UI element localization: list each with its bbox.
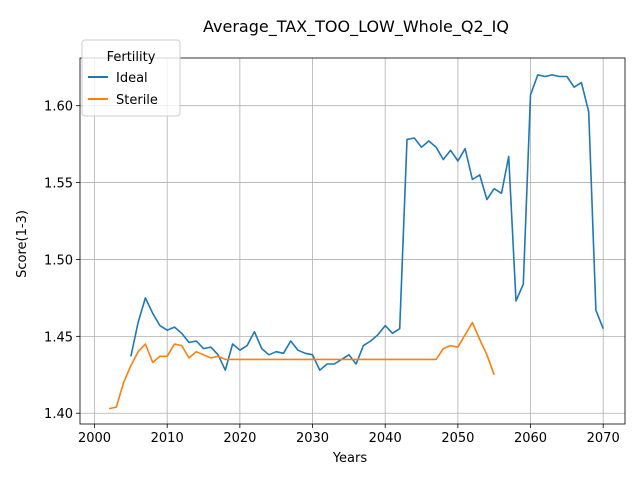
legend-box [81, 39, 181, 117]
series-line-ideal [130, 74, 604, 372]
y-axis-label: Score(1-3) [15, 210, 30, 278]
x-tick-label: 2050 [441, 431, 474, 446]
y-tick-label: 1.55 [44, 177, 73, 192]
x-tick-label: 2030 [296, 431, 329, 446]
series-line-sterile [108, 321, 495, 410]
x-axis: 2000 2010 2020 2030 2040 2050 2060 2070 [78, 424, 620, 446]
y-tick-label: 1.40 [44, 407, 73, 422]
legend: Fertility Ideal Sterile [81, 39, 181, 117]
x-tick-label: 2010 [151, 431, 184, 446]
y-axis: 1.40 1.45 1.50 1.55 1.60 [44, 100, 80, 422]
grid-lines [80, 58, 625, 424]
x-tick-label: 2060 [514, 431, 547, 446]
legend-title: Fertility [107, 50, 156, 65]
x-axis-label: Years [332, 451, 368, 466]
y-tick-label: 1.45 [44, 330, 73, 345]
y-tick-label: 1.50 [44, 253, 73, 268]
x-tick-label: 2000 [78, 431, 111, 446]
x-tick-label: 2020 [223, 431, 256, 446]
legend-label-sterile: Sterile [116, 93, 158, 108]
y-tick-label: 1.60 [44, 100, 73, 115]
x-tick-label: 2070 [587, 431, 620, 446]
series-layer [108, 74, 604, 410]
plot-frame [79, 57, 626, 425]
chart-title: Average_TAX_TOO_LOW_Whole_Q2_IQ [203, 17, 509, 37]
x-tick-label: 2040 [369, 431, 402, 446]
legend-label-ideal: Ideal [116, 71, 148, 86]
